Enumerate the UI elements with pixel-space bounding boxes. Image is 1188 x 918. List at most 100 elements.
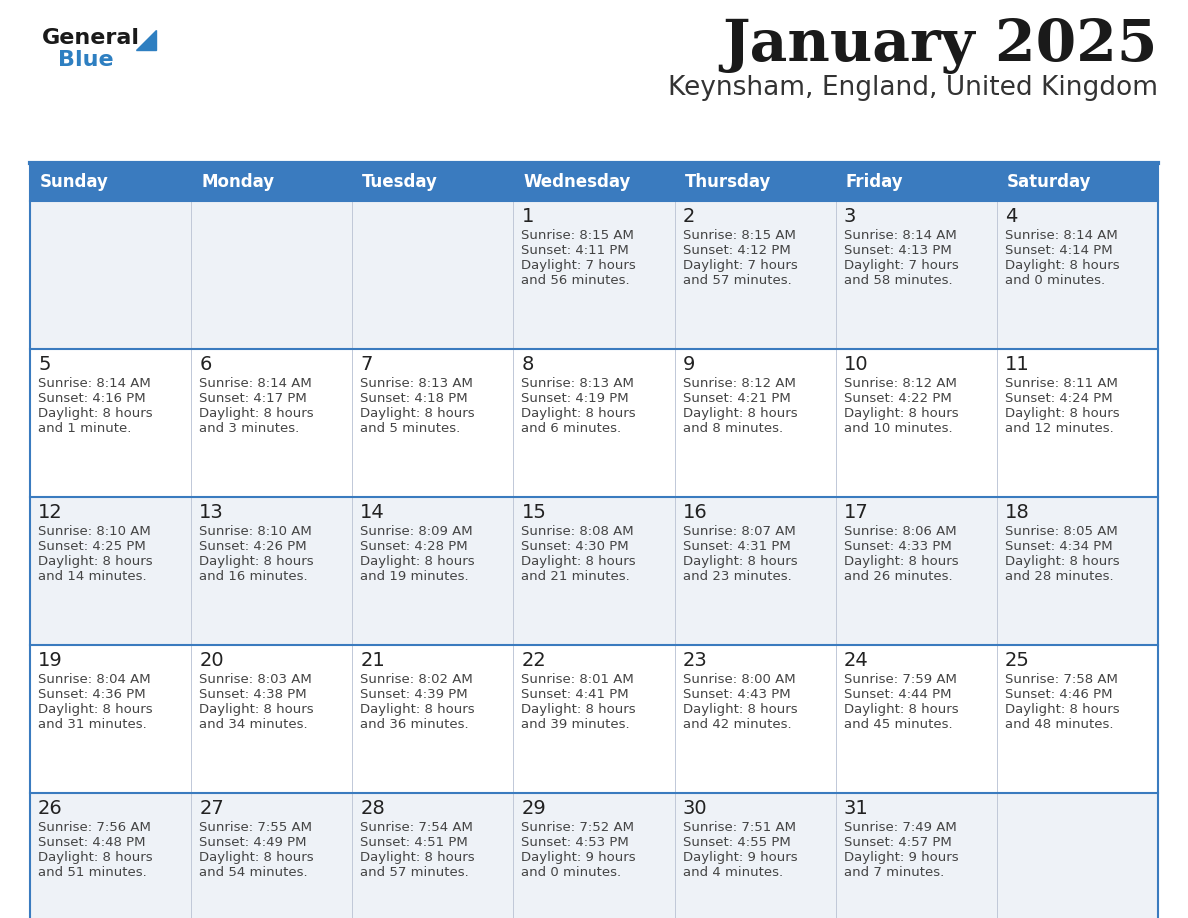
Text: Daylight: 8 hours: Daylight: 8 hours bbox=[360, 555, 475, 568]
Text: Daylight: 8 hours: Daylight: 8 hours bbox=[843, 555, 959, 568]
Text: Sunrise: 7:55 AM: Sunrise: 7:55 AM bbox=[200, 821, 312, 834]
Text: and 16 minutes.: and 16 minutes. bbox=[200, 570, 308, 583]
Bar bbox=[30, 497, 1158, 645]
Text: Sunset: 4:41 PM: Sunset: 4:41 PM bbox=[522, 688, 630, 701]
Text: 28: 28 bbox=[360, 799, 385, 818]
Text: Sunset: 4:25 PM: Sunset: 4:25 PM bbox=[38, 540, 146, 553]
Text: Sunrise: 8:12 AM: Sunrise: 8:12 AM bbox=[683, 377, 796, 390]
Text: Daylight: 9 hours: Daylight: 9 hours bbox=[683, 851, 797, 864]
Text: Daylight: 7 hours: Daylight: 7 hours bbox=[683, 259, 797, 272]
Text: Sunrise: 8:15 AM: Sunrise: 8:15 AM bbox=[522, 229, 634, 242]
Text: Sunrise: 8:11 AM: Sunrise: 8:11 AM bbox=[1005, 377, 1118, 390]
Bar bbox=[513, 163, 675, 201]
Text: and 57 minutes.: and 57 minutes. bbox=[360, 866, 469, 879]
Text: Sunday: Sunday bbox=[40, 173, 109, 191]
Text: Daylight: 8 hours: Daylight: 8 hours bbox=[522, 407, 636, 420]
Text: and 5 minutes.: and 5 minutes. bbox=[360, 422, 461, 435]
Text: Sunrise: 8:14 AM: Sunrise: 8:14 AM bbox=[843, 229, 956, 242]
Text: 8: 8 bbox=[522, 355, 533, 374]
Text: 29: 29 bbox=[522, 799, 546, 818]
Text: Sunset: 4:13 PM: Sunset: 4:13 PM bbox=[843, 244, 952, 257]
Text: 21: 21 bbox=[360, 651, 385, 670]
Text: Sunset: 4:31 PM: Sunset: 4:31 PM bbox=[683, 540, 790, 553]
Text: Sunset: 4:19 PM: Sunset: 4:19 PM bbox=[522, 392, 630, 405]
Text: 14: 14 bbox=[360, 503, 385, 522]
Text: and 23 minutes.: and 23 minutes. bbox=[683, 570, 791, 583]
Text: Sunset: 4:46 PM: Sunset: 4:46 PM bbox=[1005, 688, 1112, 701]
Text: and 8 minutes.: and 8 minutes. bbox=[683, 422, 783, 435]
Text: Sunrise: 7:58 AM: Sunrise: 7:58 AM bbox=[1005, 673, 1118, 686]
Text: Sunrise: 7:52 AM: Sunrise: 7:52 AM bbox=[522, 821, 634, 834]
Text: Daylight: 7 hours: Daylight: 7 hours bbox=[843, 259, 959, 272]
Text: Sunset: 4:55 PM: Sunset: 4:55 PM bbox=[683, 836, 790, 849]
Text: Sunrise: 8:14 AM: Sunrise: 8:14 AM bbox=[1005, 229, 1118, 242]
Text: 16: 16 bbox=[683, 503, 707, 522]
Text: Sunset: 4:12 PM: Sunset: 4:12 PM bbox=[683, 244, 790, 257]
Text: Sunset: 4:16 PM: Sunset: 4:16 PM bbox=[38, 392, 146, 405]
Text: 19: 19 bbox=[38, 651, 63, 670]
Text: Sunset: 4:17 PM: Sunset: 4:17 PM bbox=[200, 392, 307, 405]
Text: Blue: Blue bbox=[58, 50, 114, 70]
Text: Daylight: 8 hours: Daylight: 8 hours bbox=[683, 703, 797, 716]
Text: Daylight: 7 hours: Daylight: 7 hours bbox=[522, 259, 637, 272]
Text: 31: 31 bbox=[843, 799, 868, 818]
Text: and 45 minutes.: and 45 minutes. bbox=[843, 718, 953, 731]
Text: Sunrise: 7:54 AM: Sunrise: 7:54 AM bbox=[360, 821, 473, 834]
Text: 15: 15 bbox=[522, 503, 546, 522]
Text: 30: 30 bbox=[683, 799, 707, 818]
Text: Sunrise: 8:10 AM: Sunrise: 8:10 AM bbox=[200, 525, 312, 538]
Text: 4: 4 bbox=[1005, 207, 1017, 226]
Text: Saturday: Saturday bbox=[1007, 173, 1092, 191]
Text: Sunset: 4:21 PM: Sunset: 4:21 PM bbox=[683, 392, 790, 405]
Text: and 0 minutes.: and 0 minutes. bbox=[1005, 274, 1105, 287]
Text: and 39 minutes.: and 39 minutes. bbox=[522, 718, 630, 731]
Text: and 19 minutes.: and 19 minutes. bbox=[360, 570, 469, 583]
Text: Sunset: 4:49 PM: Sunset: 4:49 PM bbox=[200, 836, 307, 849]
Text: Sunrise: 8:12 AM: Sunrise: 8:12 AM bbox=[843, 377, 956, 390]
Bar bbox=[835, 163, 997, 201]
Text: Daylight: 8 hours: Daylight: 8 hours bbox=[38, 407, 152, 420]
Text: 7: 7 bbox=[360, 355, 373, 374]
Text: Sunrise: 8:04 AM: Sunrise: 8:04 AM bbox=[38, 673, 151, 686]
Text: Sunset: 4:11 PM: Sunset: 4:11 PM bbox=[522, 244, 630, 257]
Text: Sunrise: 8:09 AM: Sunrise: 8:09 AM bbox=[360, 525, 473, 538]
Text: Sunrise: 7:51 AM: Sunrise: 7:51 AM bbox=[683, 821, 796, 834]
Text: Sunset: 4:39 PM: Sunset: 4:39 PM bbox=[360, 688, 468, 701]
Text: Sunrise: 8:15 AM: Sunrise: 8:15 AM bbox=[683, 229, 796, 242]
Text: Sunset: 4:51 PM: Sunset: 4:51 PM bbox=[360, 836, 468, 849]
Polygon shape bbox=[135, 30, 156, 50]
Bar bbox=[30, 163, 191, 201]
Text: Daylight: 8 hours: Daylight: 8 hours bbox=[843, 407, 959, 420]
Text: Sunset: 4:34 PM: Sunset: 4:34 PM bbox=[1005, 540, 1112, 553]
Text: Sunrise: 8:06 AM: Sunrise: 8:06 AM bbox=[843, 525, 956, 538]
Text: 24: 24 bbox=[843, 651, 868, 670]
Text: and 51 minutes.: and 51 minutes. bbox=[38, 866, 147, 879]
Text: Sunset: 4:38 PM: Sunset: 4:38 PM bbox=[200, 688, 307, 701]
Text: and 6 minutes.: and 6 minutes. bbox=[522, 422, 621, 435]
Text: Sunset: 4:26 PM: Sunset: 4:26 PM bbox=[200, 540, 307, 553]
Text: Sunset: 4:48 PM: Sunset: 4:48 PM bbox=[38, 836, 145, 849]
Text: Sunset: 4:36 PM: Sunset: 4:36 PM bbox=[38, 688, 146, 701]
Text: Daylight: 8 hours: Daylight: 8 hours bbox=[200, 555, 314, 568]
Text: and 4 minutes.: and 4 minutes. bbox=[683, 866, 783, 879]
Text: Sunrise: 8:05 AM: Sunrise: 8:05 AM bbox=[1005, 525, 1118, 538]
Text: 11: 11 bbox=[1005, 355, 1030, 374]
Text: and 48 minutes.: and 48 minutes. bbox=[1005, 718, 1113, 731]
Text: and 31 minutes.: and 31 minutes. bbox=[38, 718, 147, 731]
Text: Daylight: 8 hours: Daylight: 8 hours bbox=[38, 851, 152, 864]
Text: Sunrise: 8:03 AM: Sunrise: 8:03 AM bbox=[200, 673, 312, 686]
Text: Daylight: 8 hours: Daylight: 8 hours bbox=[1005, 259, 1119, 272]
Text: 13: 13 bbox=[200, 503, 223, 522]
Text: Daylight: 8 hours: Daylight: 8 hours bbox=[1005, 407, 1119, 420]
Text: Daylight: 8 hours: Daylight: 8 hours bbox=[38, 555, 152, 568]
Text: 3: 3 bbox=[843, 207, 857, 226]
Text: Daylight: 8 hours: Daylight: 8 hours bbox=[200, 851, 314, 864]
Text: 9: 9 bbox=[683, 355, 695, 374]
Text: 1: 1 bbox=[522, 207, 533, 226]
Bar bbox=[30, 645, 1158, 793]
Text: Sunrise: 8:10 AM: Sunrise: 8:10 AM bbox=[38, 525, 151, 538]
Text: Sunrise: 7:59 AM: Sunrise: 7:59 AM bbox=[843, 673, 956, 686]
Text: and 28 minutes.: and 28 minutes. bbox=[1005, 570, 1113, 583]
Text: Daylight: 9 hours: Daylight: 9 hours bbox=[522, 851, 636, 864]
Text: 12: 12 bbox=[38, 503, 63, 522]
